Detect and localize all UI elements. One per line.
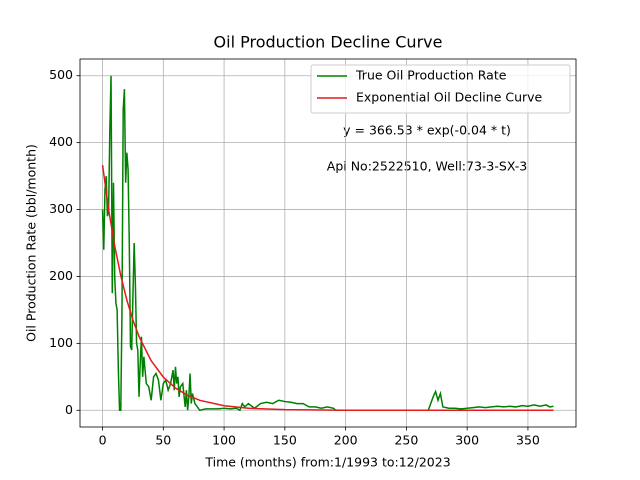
x-tick-label: 200 bbox=[334, 433, 358, 448]
legend-box bbox=[310, 64, 571, 114]
legend-label: True Oil Production Rate bbox=[355, 68, 507, 83]
x-tick-label: 0 bbox=[99, 433, 107, 448]
x-tick-label: 150 bbox=[273, 433, 297, 448]
line-series bbox=[101, 164, 554, 412]
y-tick-label: 300 bbox=[49, 201, 73, 216]
x-tick-label: 300 bbox=[455, 433, 479, 448]
annotation: Api No:2522510, Well:73-3-SX-3 bbox=[327, 159, 527, 174]
annotation: y = 366.53 * exp(-0.04 * t) bbox=[343, 123, 511, 138]
chart-title: Oil Production Decline Curve bbox=[214, 33, 443, 52]
legend: True Oil Production Rate Exponential Oil … bbox=[310, 64, 571, 114]
x-tick-label: 100 bbox=[212, 433, 236, 448]
y-tick-label: 200 bbox=[49, 268, 73, 283]
y-tick-label: 0 bbox=[65, 402, 73, 417]
line-series bbox=[101, 75, 554, 412]
x-tick-label: 50 bbox=[155, 433, 171, 448]
x-axis-label: Time (months) from:1/1993 to:12/2023 bbox=[204, 455, 450, 470]
y-tick-label: 500 bbox=[49, 67, 73, 82]
x-tick-label: 250 bbox=[394, 433, 418, 448]
y-tick-label: 100 bbox=[49, 335, 73, 350]
legend-label: Exponential Oil Decline Curve bbox=[356, 90, 543, 105]
y-tick-label: 400 bbox=[49, 134, 73, 149]
x-tick-label: 350 bbox=[516, 433, 540, 448]
plot-frame bbox=[79, 58, 577, 428]
y-axis-label: Oil Production Rate (bbl/month) bbox=[24, 144, 39, 342]
